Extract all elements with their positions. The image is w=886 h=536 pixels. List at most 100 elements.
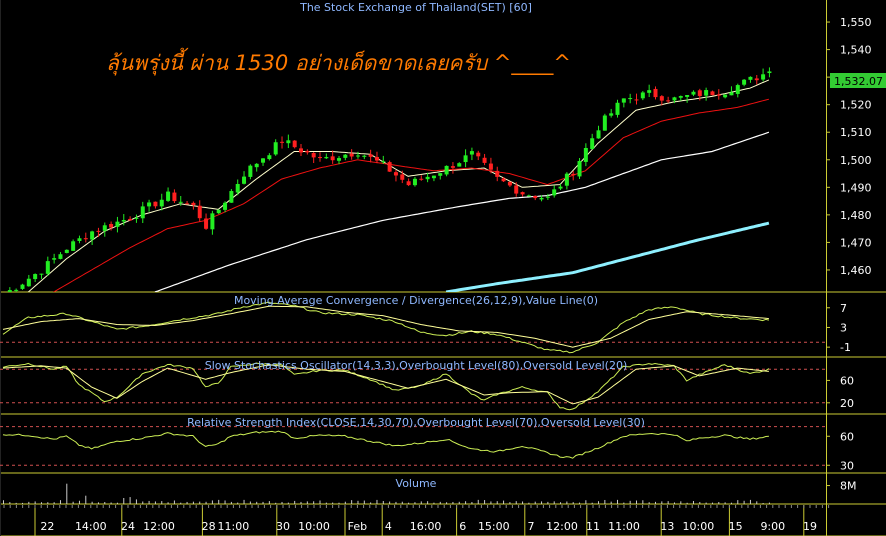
time-label: 11 [586, 520, 600, 533]
candle-body [349, 153, 354, 157]
candle-body [571, 173, 576, 176]
ytick-label-price: 1,540 [840, 44, 872, 57]
candle-body [685, 95, 690, 97]
time-label: 19 [803, 520, 817, 533]
candle-body [210, 213, 215, 230]
time-label: 6 [459, 520, 466, 533]
panel-title-volume: Volume [396, 477, 437, 490]
candle-body [355, 155, 360, 157]
candle-body [514, 185, 519, 194]
candle-body [115, 221, 120, 227]
last-price-box [830, 73, 886, 88]
time-label: 4 [385, 520, 392, 533]
candle-body [419, 178, 424, 180]
last-price-label: 1,532.07 [834, 75, 883, 88]
candle-body [52, 258, 57, 260]
candle-body [539, 197, 544, 200]
candle-body [299, 148, 304, 153]
candle-body [121, 220, 126, 222]
candle-body [381, 161, 386, 163]
candle-body [292, 140, 297, 148]
ytick-label-price: 1,480 [840, 209, 872, 222]
candle-body [159, 199, 164, 207]
time-label: 7 [528, 520, 535, 533]
candle-body [90, 231, 95, 240]
candle-body [102, 225, 107, 231]
candle-body [596, 130, 601, 139]
candle-body [204, 218, 209, 229]
panel-title-stoch: Slow Stochastics Oscillator(14,3,3),Over… [205, 359, 628, 372]
candle-body [767, 71, 772, 74]
candle-body [311, 153, 316, 158]
candle-body [393, 172, 398, 176]
time-label: Feb [348, 520, 367, 533]
candle-body [14, 289, 19, 291]
candle-body [374, 156, 379, 161]
candle-body [469, 151, 474, 155]
candle-body [305, 150, 310, 153]
candle-body [185, 203, 190, 205]
ytick-label-rsi: 30 [840, 459, 854, 472]
candle-body [406, 181, 411, 186]
ytick-label-stoch: 20 [840, 397, 854, 410]
candle-body [368, 154, 373, 157]
time-label: 28 [202, 520, 216, 533]
candle-body [526, 195, 531, 197]
candle-body [691, 91, 696, 95]
chart-annotation: ลุ้นพรุ่งนี้ ผ่าน 1530 อย่างเด็ดขาดเลยคร… [106, 47, 571, 76]
series-line-macd-macd [2, 301, 770, 354]
candle-body [140, 206, 145, 219]
candle-body [248, 165, 253, 177]
series-line-rsi-rsi [2, 430, 769, 459]
candle-body [172, 192, 177, 202]
time-label: 22 [40, 520, 54, 533]
ytick-label-macd: 7 [840, 302, 847, 315]
time-label: 12:00 [143, 520, 175, 533]
candle-body [191, 202, 196, 206]
candle-body [583, 147, 588, 162]
ytick-label-rsi: 60 [840, 430, 854, 443]
candle-body [400, 174, 405, 180]
candle-body [7, 290, 12, 292]
candle-body [235, 183, 240, 193]
candle-body [343, 154, 348, 158]
candle-body [621, 98, 626, 103]
candle-body [533, 196, 538, 199]
candle-body [735, 85, 740, 94]
candle-body [39, 273, 44, 275]
candle-body [754, 78, 759, 81]
time-label: 30 [276, 520, 290, 533]
candle-body [507, 181, 512, 186]
candle-body [324, 157, 329, 159]
time-label: 24 [121, 520, 135, 533]
candle-body [659, 96, 664, 101]
ytick-label-price: 1,470 [840, 236, 872, 249]
candle-body [26, 278, 31, 287]
series-line-stoch-d [2, 364, 769, 405]
time-label: 10:00 [298, 520, 330, 533]
ma-line-slow [154, 131, 770, 292]
candle-body [558, 186, 563, 189]
ytick-label-price: 1,460 [840, 264, 872, 277]
candle-body [615, 102, 620, 115]
candle-body [128, 218, 133, 221]
ytick-label-price: 1,520 [840, 99, 872, 112]
candle-body [166, 191, 171, 201]
candle-body [58, 254, 63, 259]
series-line-macd-signal [2, 305, 769, 348]
candle-body [280, 141, 285, 143]
ytick-label-macd: 3 [840, 321, 847, 334]
time-label: 11:00 [608, 520, 640, 533]
candle-body [628, 98, 633, 100]
candle-body [672, 97, 677, 101]
ytick-label-price: 1,490 [840, 181, 872, 194]
candle-body [590, 138, 595, 149]
series-line-stoch-k [2, 362, 770, 411]
time-label: 15:00 [478, 520, 510, 533]
candle-body [634, 99, 639, 101]
candle-body [77, 238, 82, 241]
candle-body [267, 155, 272, 160]
candle-body [286, 140, 291, 144]
candle-body [83, 238, 88, 240]
